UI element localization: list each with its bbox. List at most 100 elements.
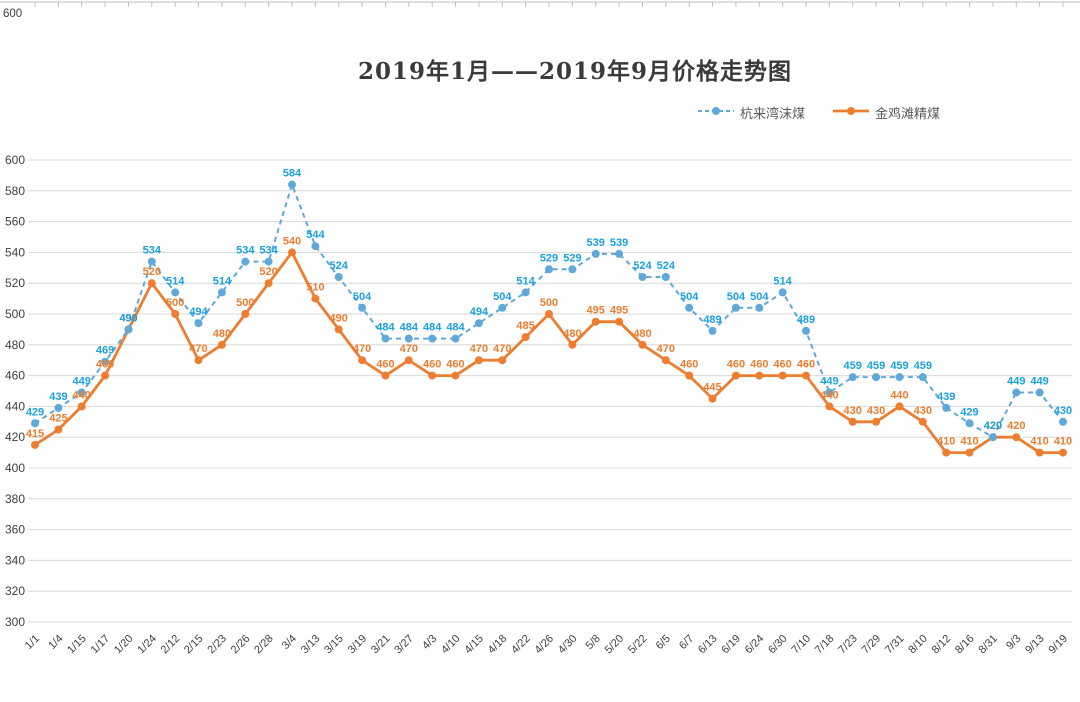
x-tick-label: 5/20 (603, 633, 627, 657)
x-tick-label: 2/28 (252, 633, 276, 657)
x-tick-label: 6/24 (743, 633, 767, 657)
data-point-marker (848, 373, 857, 382)
data-point-marker (241, 310, 250, 318)
data-point-marker (591, 249, 600, 258)
y-tick-label: 580 (5, 184, 25, 198)
data-point-marker (404, 356, 413, 365)
data-label: 410 (960, 436, 978, 448)
data-label: 420 (984, 420, 1002, 432)
x-tick-label: 7/23 (836, 633, 860, 657)
data-label: 420 (984, 420, 1002, 432)
x-tick-label: 9/19 (1046, 633, 1070, 657)
data-label: 449 (1030, 376, 1048, 388)
data-label: 484 (446, 322, 465, 334)
data-label: 529 (540, 252, 558, 264)
data-point-marker (872, 417, 881, 426)
data-label: 484 (400, 322, 419, 334)
data-label: 534 (259, 245, 278, 257)
x-tick-label: 4/18 (486, 633, 510, 657)
data-point-marker (545, 265, 553, 274)
data-point-marker (288, 180, 296, 189)
x-tick-label: 2/12 (159, 633, 183, 657)
x-tick-label: 9/3 (1004, 633, 1023, 652)
series-jinjitan (31, 248, 1067, 457)
y-tick-label: 320 (5, 584, 25, 598)
data-label: 524 (633, 260, 652, 272)
data-point-marker (217, 340, 226, 349)
data-point-marker (802, 326, 810, 335)
x-tick-label: 6/13 (696, 633, 720, 657)
data-point-marker (451, 334, 460, 343)
data-label: 430 (914, 405, 932, 417)
x-tick-label: 1/17 (89, 633, 113, 657)
x-tick-label: 1/15 (65, 633, 89, 657)
data-label: 490 (330, 312, 348, 324)
data-point-marker (381, 334, 390, 343)
data-label: 440 (820, 389, 838, 401)
data-point-marker (638, 273, 647, 281)
data-point-marker (942, 403, 951, 412)
data-point-marker (334, 325, 343, 334)
data-point-marker (54, 403, 63, 412)
x-tick-label: 7/18 (813, 633, 837, 657)
y-tick-label: 540 (5, 245, 25, 259)
data-label: 470 (493, 343, 511, 355)
data-label: 430 (1054, 405, 1072, 417)
data-point-marker (568, 265, 577, 274)
data-label: 514 (516, 275, 535, 287)
data-point-marker (685, 303, 694, 312)
data-point-marker (778, 288, 787, 297)
data-label: 524 (657, 260, 676, 272)
y-tick-label: 440 (5, 399, 25, 413)
data-label: 500 (540, 297, 558, 309)
data-label: 504 (680, 291, 699, 303)
x-tick-label: 8/31 (976, 633, 1000, 657)
data-point-marker (194, 356, 203, 365)
data-point-marker (381, 371, 390, 380)
data-label: 520 (259, 266, 277, 278)
legend-label-jinjitan: 金鸡滩精煤 (874, 106, 940, 121)
data-label: 480 (633, 328, 651, 340)
x-tick-label: 4/10 (439, 633, 463, 657)
x-tick-label: 3/27 (392, 633, 416, 657)
data-label: 469 (96, 345, 114, 357)
data-label: 470 (470, 343, 488, 355)
x-tick-label: 2/23 (205, 633, 229, 657)
data-labels-jinjitan: 415 425 440 460 490 520 500 470 480 500 520 540 510 4… (26, 235, 1072, 447)
series-hanglaiwan (31, 180, 1067, 442)
data-point-marker (521, 333, 530, 342)
data-label: 484 (376, 322, 395, 334)
data-label: 415 (26, 428, 44, 440)
y-tick-label: 400 (5, 461, 25, 475)
data-label: 540 (283, 235, 301, 247)
y-tick-label: 380 (5, 492, 25, 506)
data-point-marker (54, 425, 63, 434)
data-label: 439 (937, 391, 955, 403)
data-point-marker (661, 273, 670, 281)
data-point-marker (31, 440, 39, 449)
data-label: 439 (49, 391, 67, 403)
y-tick-label: 480 (5, 338, 25, 352)
data-label: 460 (773, 359, 791, 371)
y-tick-label: 420 (5, 430, 25, 444)
dashed-line-marker-icon (697, 105, 734, 120)
y-gridlines (28, 159, 1072, 623)
y-tick-label: 500 (5, 307, 25, 321)
data-point-marker (358, 356, 367, 365)
y-tick-label: 600 (5, 153, 25, 167)
data-label: 429 (960, 406, 978, 418)
y-tick-label: 560 (5, 215, 25, 229)
data-label: 460 (423, 359, 441, 371)
data-label: 480 (213, 328, 231, 340)
data-label: 534 (236, 245, 255, 257)
data-point-marker (311, 242, 320, 251)
data-point-marker (1012, 388, 1021, 397)
data-label: 425 (49, 413, 67, 425)
data-label: 480 (563, 328, 581, 340)
data-label: 529 (563, 252, 581, 264)
x-tick-label: 1/4 (46, 633, 65, 652)
data-point-marker (194, 319, 203, 328)
data-point-marker (568, 340, 577, 349)
data-label: 470 (189, 343, 207, 355)
data-point-marker (101, 357, 110, 366)
